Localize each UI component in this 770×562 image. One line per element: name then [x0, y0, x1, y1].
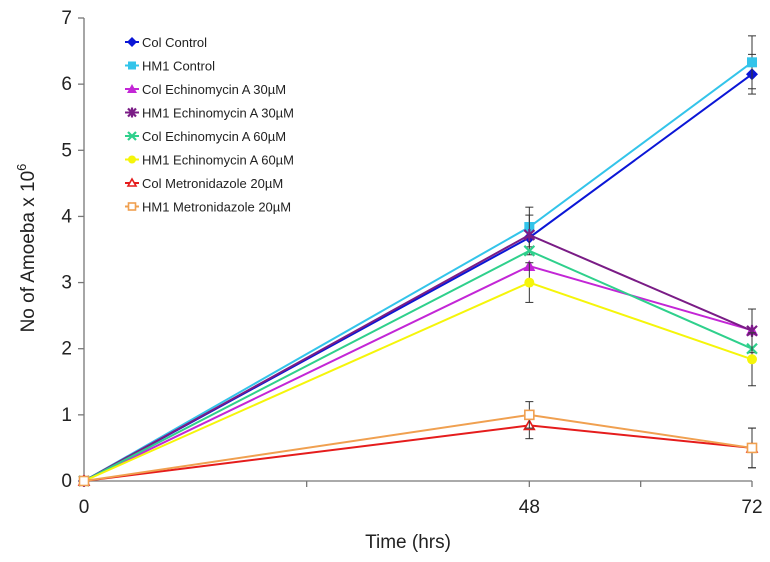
- series-4: [78, 214, 758, 487]
- data-point-circle: [747, 354, 757, 365]
- y-tick-label: 2: [61, 339, 72, 360]
- data-point-circle: [128, 155, 136, 164]
- data-point-triangle-open: [126, 177, 138, 187]
- y-tick-label: 5: [61, 140, 72, 161]
- series-line: [83, 233, 753, 482]
- series-5: [78, 245, 758, 487]
- y-axis-title-exponent: 6: [14, 164, 29, 171]
- y-axis-title-text: No of Amoeba x 10: [18, 171, 39, 333]
- x-axis-title: Time (hrs): [365, 532, 451, 553]
- data-point-asterisk: [523, 245, 536, 257]
- series-layer: [77, 35, 759, 487]
- y-tick-label: 7: [61, 8, 72, 29]
- legend-label: HM1 Metronidazole 20µM: [142, 200, 291, 215]
- legend-label: HM1 Control: [142, 59, 215, 74]
- data-point-square: [747, 57, 757, 68]
- x-tick-label: 0: [79, 497, 90, 518]
- data-point-square: [128, 61, 136, 70]
- legend-label: Col Echinomycin A 60µM: [142, 129, 286, 144]
- data-point-star: [127, 107, 137, 118]
- data-point-circle: [524, 277, 535, 288]
- data-point-square-open: [524, 409, 535, 421]
- series-line: [83, 249, 753, 482]
- legend-item: HM1 Echinomycin A 30µM: [125, 106, 294, 121]
- y-tick-label: 3: [61, 273, 72, 294]
- data-point-diamond: [127, 37, 137, 47]
- legend-label: HM1 Echinomycin A 60µM: [142, 153, 294, 168]
- legend-label: Col Metronidazole 20µM: [142, 176, 283, 191]
- legend-item: Col Control: [125, 35, 207, 50]
- y-axis-title: No of Amoeba x 106: [14, 164, 39, 333]
- x-tick-label: 48: [519, 497, 540, 518]
- series-3: [78, 260, 758, 486]
- series-7: [77, 411, 759, 486]
- y-tick-label: 6: [61, 74, 72, 95]
- legend-label: HM1 Echinomycin A 30µM: [142, 106, 294, 121]
- y-tick-label: 1: [61, 405, 72, 426]
- chart-legend: Col Control HM1 Control Col Echinomycin A …: [125, 35, 294, 215]
- data-point-star: [523, 228, 536, 241]
- legend-item: HM1 Metronidazole 20µM: [125, 200, 291, 215]
- data-point-square-open: [78, 475, 90, 487]
- data-point-asterisk: [127, 131, 137, 141]
- chart-axes: 0 1 2 3 4 5 6 7 0 48 72: [61, 8, 762, 518]
- y-tick-label: 4: [61, 206, 72, 227]
- series-line: [83, 61, 753, 482]
- y-tick-label: 0: [61, 471, 72, 492]
- legend-label: Col Echinomycin A 30µM: [142, 82, 286, 97]
- legend-item: Col Echinomycin A 30µM: [125, 82, 286, 97]
- legend-label: Col Control: [142, 35, 207, 50]
- legend-item: HM1 Echinomycin A 60µM: [125, 153, 294, 168]
- series-2: [79, 35, 757, 486]
- legend-item: Col Metronidazole 20µM: [125, 176, 283, 191]
- data-point-square-open: [127, 202, 137, 211]
- legend-item: Col Echinomycin A 60µM: [125, 129, 286, 144]
- data-point-triangle: [127, 84, 137, 93]
- data-point-square-open: [746, 442, 758, 454]
- legend-item: HM1 Control: [125, 59, 215, 74]
- series-line: [83, 281, 753, 482]
- x-tick-label: 72: [741, 497, 762, 518]
- series-8: [78, 401, 758, 487]
